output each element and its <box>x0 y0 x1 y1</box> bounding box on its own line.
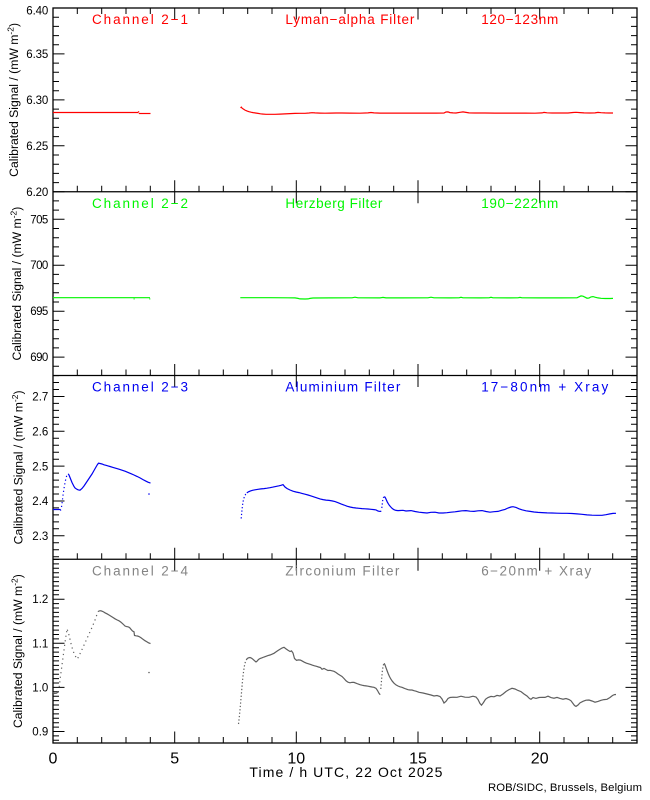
svg-text:Zirconium Filter: Zirconium Filter <box>285 564 400 579</box>
svg-text:Lyman−alpha Filter: Lyman−alpha Filter <box>285 12 415 27</box>
svg-text:695: 695 <box>30 306 48 318</box>
svg-text:Calibrated Signal / (mW m-2): Calibrated Signal / (mW m-2) <box>9 207 25 361</box>
svg-text:2.6: 2.6 <box>32 427 48 439</box>
svg-text:120−123nm: 120−123nm <box>481 12 558 27</box>
svg-text:0.9: 0.9 <box>32 727 48 739</box>
svg-text:5: 5 <box>170 751 179 768</box>
svg-text:6−20nm + Xray: 6−20nm + Xray <box>481 564 591 579</box>
svg-text:Calibrated Signal / (mW m-2): Calibrated Signal / (mW m-2) <box>6 23 22 177</box>
svg-text:Herzberg Filter: Herzberg Filter <box>285 196 383 211</box>
svg-text:2.3: 2.3 <box>32 531 48 543</box>
svg-text:2.5: 2.5 <box>32 461 48 473</box>
svg-text:6.40: 6.40 <box>26 6 48 18</box>
svg-text:1.1: 1.1 <box>32 638 48 650</box>
svg-text:6.35: 6.35 <box>26 49 48 61</box>
svg-text:Aluminium Filter: Aluminium Filter <box>285 380 401 395</box>
svg-text:190−222nm: 190−222nm <box>481 196 558 211</box>
svg-text:700: 700 <box>30 260 48 272</box>
svg-text:Calibrated Signal / (mW m-2): Calibrated Signal / (mW m-2) <box>10 390 26 544</box>
svg-text:1.0: 1.0 <box>32 682 48 694</box>
svg-text:15: 15 <box>409 751 427 768</box>
svg-text:10: 10 <box>287 751 305 768</box>
svg-text:ROB/SIDC, Brussels, Belgium: ROB/SIDC, Brussels, Belgium <box>488 782 642 794</box>
svg-text:705: 705 <box>30 214 48 226</box>
svg-text:17−80nm + Xray: 17−80nm + Xray <box>481 380 608 395</box>
svg-text:1.2: 1.2 <box>32 594 48 606</box>
svg-text:690: 690 <box>30 352 48 364</box>
svg-text:20: 20 <box>531 751 549 768</box>
svg-text:2.7: 2.7 <box>32 392 48 404</box>
svg-text:2.4: 2.4 <box>32 496 49 508</box>
svg-text:Calibrated Signal / (mW m-2): Calibrated Signal / (mW m-2) <box>10 574 26 728</box>
svg-text:6.30: 6.30 <box>26 95 48 107</box>
svg-text:Time / h UTC, 22 Oct 2025: Time / h UTC, 22 Oct 2025 <box>249 764 442 780</box>
svg-text:6.25: 6.25 <box>26 141 48 153</box>
svg-text:6.20: 6.20 <box>26 187 48 199</box>
svg-text:0: 0 <box>49 751 58 768</box>
